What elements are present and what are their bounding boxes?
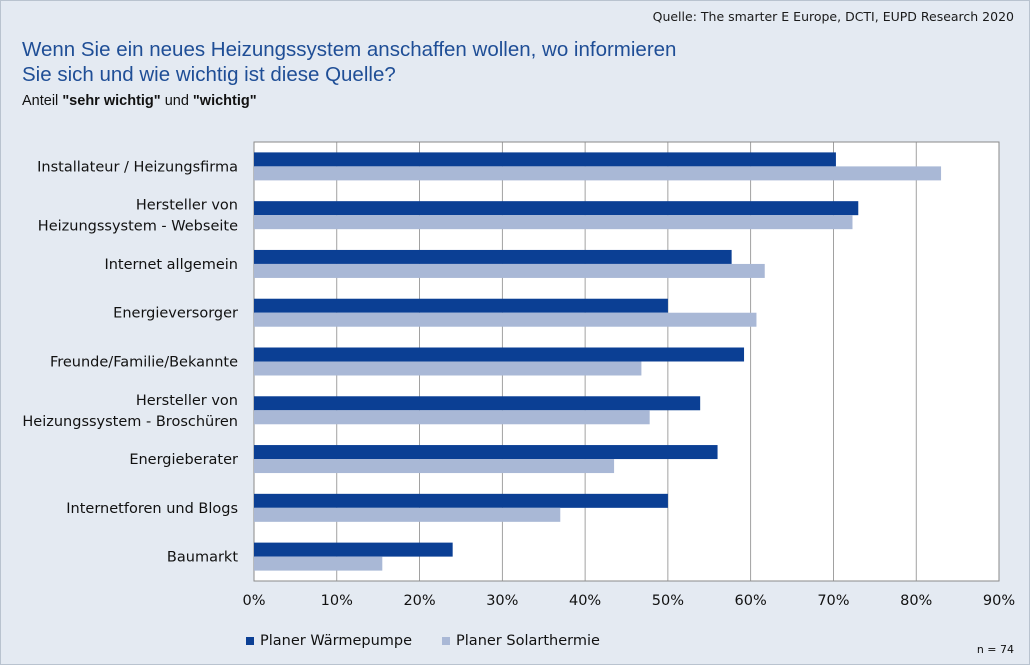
category-label: Internetforen und Blogs bbox=[66, 501, 238, 517]
legend-label-series-1: Planer Wärmepumpe bbox=[260, 633, 413, 649]
chart-title: Wenn Sie ein neues Heizungssystem anscha… bbox=[22, 37, 842, 87]
x-tick-label: 60% bbox=[735, 593, 767, 609]
x-tick-label: 10% bbox=[321, 593, 353, 609]
bar-series-2 bbox=[254, 556, 383, 571]
category-label: Freunde/Familie/Bekannte bbox=[50, 355, 238, 371]
subtitle-term-1: "sehr wichtig" bbox=[62, 93, 161, 109]
bar-series-1 bbox=[254, 298, 668, 313]
x-tick-label: 90% bbox=[983, 593, 1015, 609]
sample-size-note: n = 74 bbox=[976, 643, 1014, 656]
bar-series-2 bbox=[254, 312, 757, 327]
subtitle-term-2: "wichtig" bbox=[192, 93, 257, 109]
x-tick-label: 20% bbox=[403, 593, 435, 609]
chart-title-line-1: Wenn Sie ein neues Heizungssystem anscha… bbox=[22, 38, 677, 61]
category-label: Energieberater bbox=[129, 452, 238, 468]
bar-series-2 bbox=[254, 215, 853, 230]
bar-series-1 bbox=[254, 347, 745, 362]
bar-series-2 bbox=[254, 361, 642, 376]
category-label: Heizungssystem - Broschüren bbox=[22, 414, 238, 430]
bar-series-2 bbox=[254, 166, 942, 181]
category-label: Hersteller von bbox=[136, 393, 238, 409]
category-label: Baumarkt bbox=[167, 550, 238, 566]
legend-item-series-1: Planer Wärmepumpe bbox=[246, 633, 412, 649]
subtitle-mid: und bbox=[160, 93, 193, 109]
source-note: Quelle: The smarter E Europe, DCTI, EUPD… bbox=[652, 9, 1014, 24]
legend-swatch-series-1 bbox=[246, 637, 254, 645]
bar-series-1 bbox=[254, 493, 668, 508]
bar-series-2 bbox=[254, 263, 765, 278]
category-label: Internet allgemein bbox=[104, 257, 238, 273]
chart-subtitle: Anteil "sehr wichtig" und "wichtig" bbox=[22, 93, 257, 109]
category-label: Hersteller von bbox=[136, 198, 238, 214]
x-tick-label: 70% bbox=[817, 593, 849, 609]
bar-series-1 bbox=[254, 445, 718, 460]
legend: Planer Wärmepumpe Planer Solarthermie bbox=[246, 633, 600, 649]
x-tick-label: 80% bbox=[900, 593, 932, 609]
x-tick-label: 50% bbox=[652, 593, 684, 609]
x-tick-label: 0% bbox=[242, 593, 265, 609]
x-tick-label: 30% bbox=[486, 593, 518, 609]
subtitle-prefix: Anteil bbox=[22, 93, 63, 109]
bar-series-1 bbox=[254, 249, 732, 264]
bar-series-2 bbox=[254, 507, 561, 522]
legend-label-series-2: Planer Solarthermie bbox=[456, 633, 600, 649]
chart-title-line-2: Sie sich und wie wichtig ist diese Quell… bbox=[22, 63, 396, 86]
bar-series-1 bbox=[254, 201, 859, 216]
category-label: Heizungssystem - Webseite bbox=[38, 219, 238, 235]
bar-series-2 bbox=[254, 410, 650, 425]
bar-series-1 bbox=[254, 152, 836, 167]
category-label: Installateur / Heizungsfirma bbox=[37, 159, 238, 175]
bar-series-1 bbox=[254, 396, 701, 411]
x-tick-label: 40% bbox=[569, 593, 601, 609]
category-label: Energieversorger bbox=[113, 306, 238, 322]
bar-series-2 bbox=[254, 459, 615, 474]
legend-item-series-2: Planer Solarthermie bbox=[442, 633, 600, 649]
bar-series-1 bbox=[254, 542, 453, 557]
legend-swatch-series-2 bbox=[442, 637, 451, 645]
